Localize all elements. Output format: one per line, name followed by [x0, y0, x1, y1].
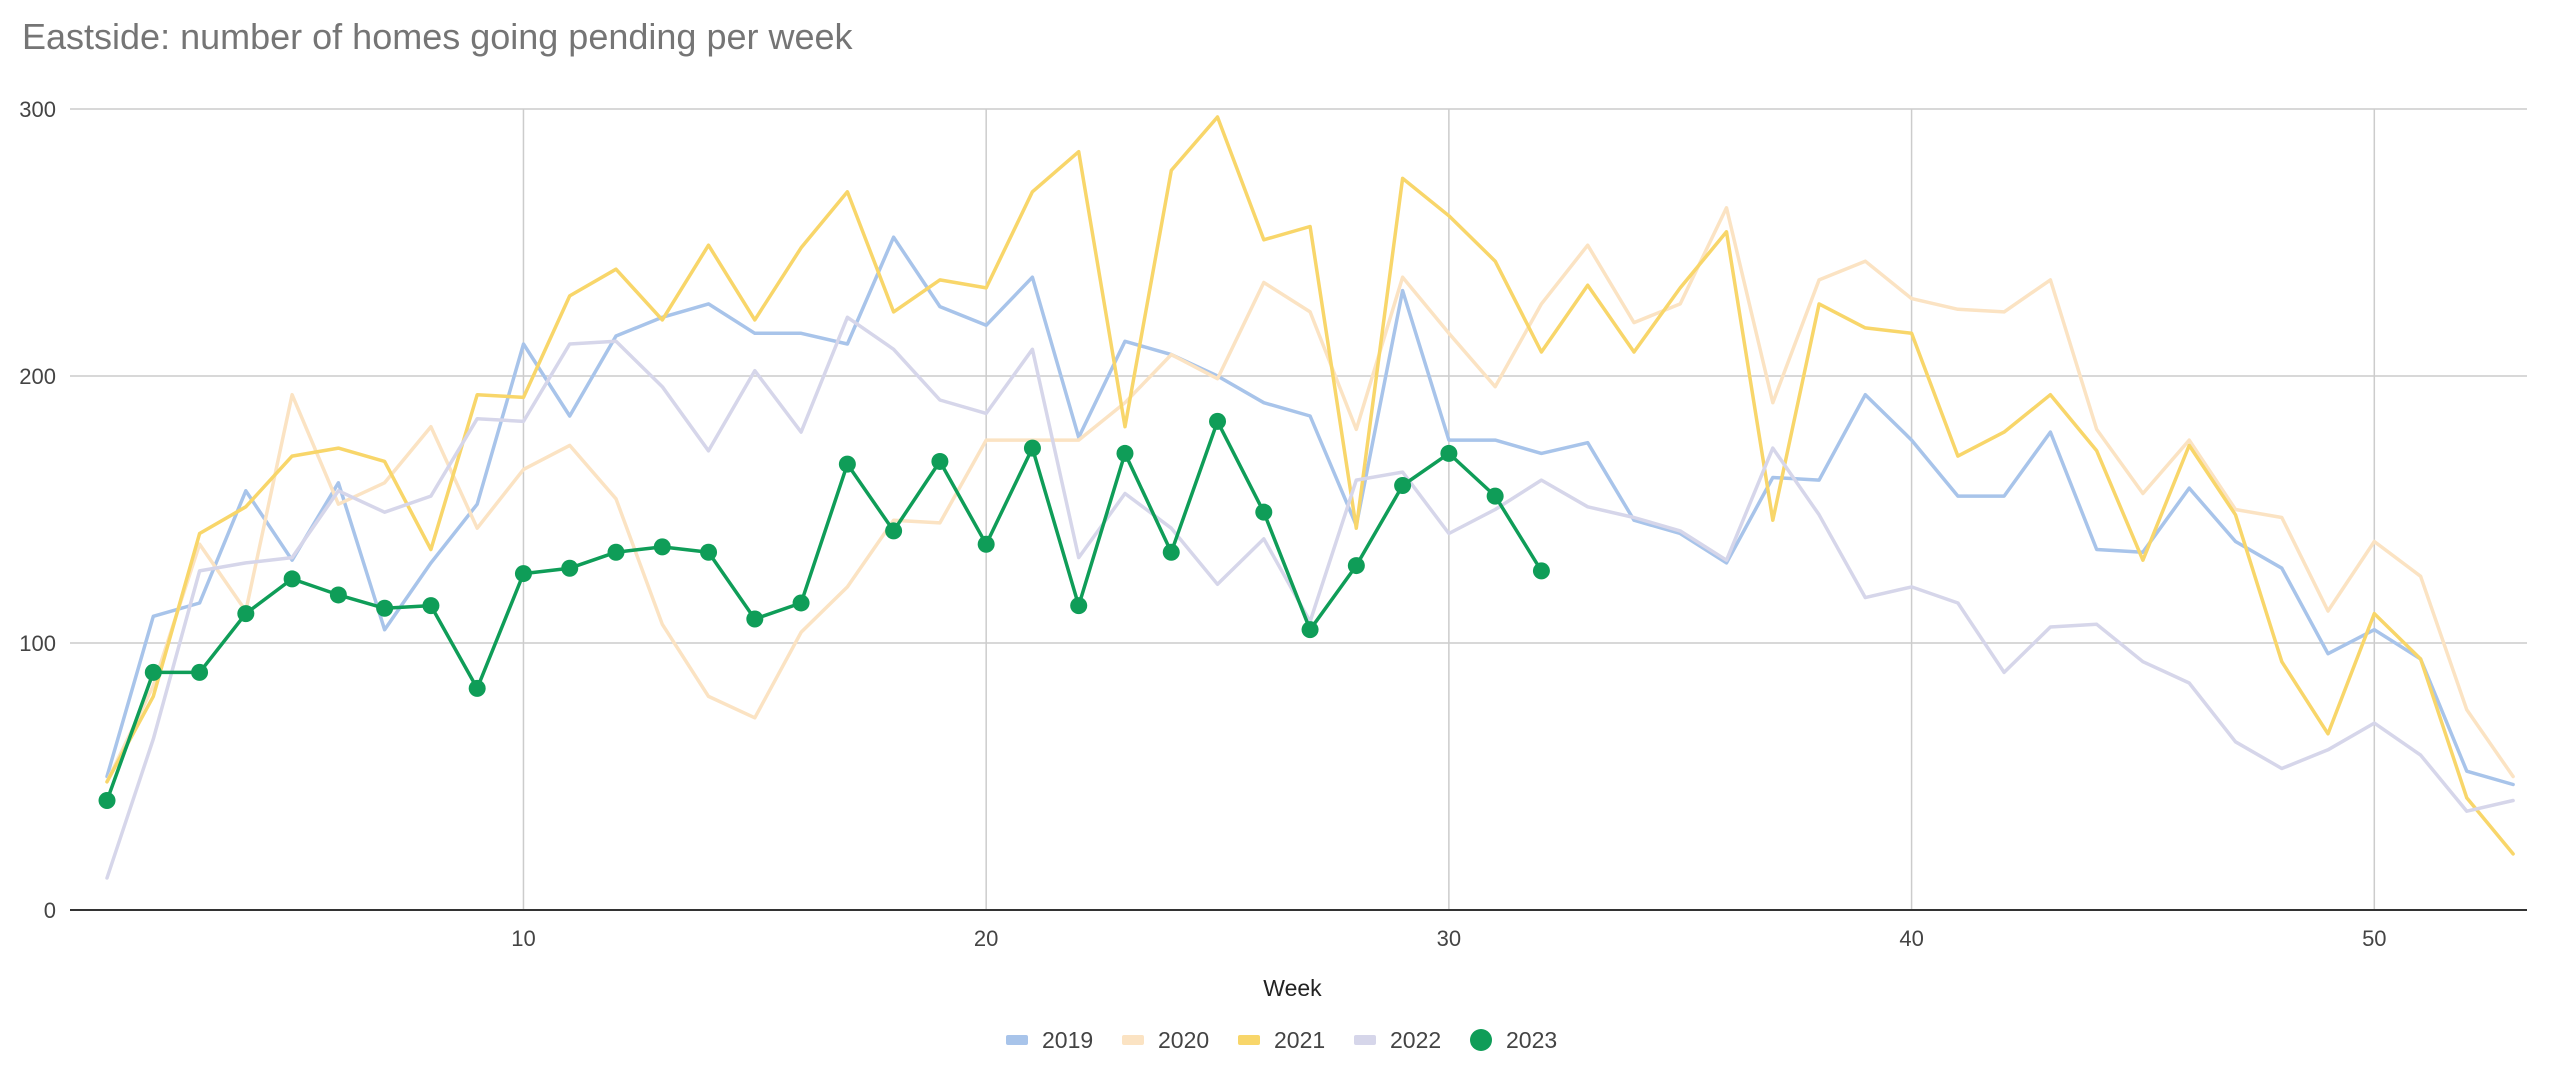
x-tick-label: 20 [974, 926, 998, 951]
legend-swatch [1238, 1035, 1260, 1045]
data-point-2023 [422, 597, 440, 615]
data-point-2023 [792, 594, 810, 612]
y-tick-label: 200 [19, 364, 56, 389]
data-point-2023 [144, 663, 162, 681]
data-point-2023 [514, 565, 532, 583]
legend: 2019 2020 2021 2022 2023 [1006, 1027, 1557, 1053]
series-2023 [98, 412, 1550, 810]
y-tick-label: 0 [44, 898, 56, 923]
legend-item-2022: 2022 [1354, 1027, 1441, 1053]
data-point-2023 [885, 522, 903, 540]
data-point-2023 [1023, 439, 1041, 457]
legend-item-2020: 2020 [1122, 1027, 1209, 1053]
data-point-2023 [653, 538, 671, 556]
data-point-2023 [1394, 476, 1412, 494]
data-point-2023 [977, 535, 995, 553]
data-point-2023 [1301, 621, 1319, 639]
series-line-2022 [105, 315, 2515, 880]
data-point-2023 [283, 570, 301, 588]
data-point-2023 [98, 792, 116, 810]
data-point-2023 [1209, 412, 1227, 430]
legend-swatch [1006, 1035, 1028, 1045]
y-tick-label: 300 [19, 97, 56, 122]
data-point-2023 [561, 559, 579, 577]
data-point-2023 [838, 455, 856, 473]
data-point-2023 [1486, 487, 1504, 505]
x-tick-label: 40 [1899, 926, 1923, 951]
legend-swatch [1122, 1035, 1144, 1045]
series-line-2021 [105, 115, 2515, 856]
x-tick-label: 10 [511, 926, 535, 951]
x-axis-title: Week [1263, 975, 1322, 1001]
data-point-2023 [237, 605, 255, 623]
legend-label: 2019 [1042, 1027, 1093, 1053]
x-tick-label: 50 [2362, 926, 2386, 951]
legend-label: 2023 [1506, 1027, 1557, 1053]
data-point-2023 [1255, 503, 1273, 521]
legend-label: 2021 [1274, 1027, 1325, 1053]
data-point-2023 [468, 679, 486, 697]
legend-swatch [1354, 1035, 1376, 1045]
series-line-2020 [105, 206, 2515, 784]
data-point-2023 [1162, 543, 1180, 561]
data-point-2023 [1116, 444, 1134, 462]
legend-item-2023: 2023 [1470, 1027, 1557, 1053]
data-point-2023 [607, 543, 625, 561]
data-point-2023 [1070, 597, 1088, 615]
y-tick-label: 100 [19, 631, 56, 656]
chart-title: Eastside: number of homes going pending … [22, 16, 853, 57]
data-point-2023 [1347, 557, 1365, 575]
data-point-2023 [700, 543, 718, 561]
data-point-2023 [1532, 562, 1550, 580]
series-layer [98, 115, 2515, 880]
data-point-2023 [746, 610, 764, 628]
legend-label: 2020 [1158, 1027, 1209, 1053]
x-tick-label: 30 [1437, 926, 1461, 951]
series-2020 [105, 206, 2515, 784]
data-point-2023 [376, 599, 394, 617]
data-point-2023 [329, 586, 347, 604]
series-2022 [105, 315, 2515, 880]
legend-item-2019: 2019 [1006, 1027, 1093, 1053]
series-2021 [105, 115, 2515, 856]
data-point-2023 [931, 452, 949, 470]
data-point-2023 [1440, 444, 1458, 462]
legend-swatch [1470, 1029, 1492, 1051]
data-point-2023 [191, 663, 209, 681]
legend-label: 2022 [1390, 1027, 1441, 1053]
axis-layer: 0 100 200 300 10 20 30 40 50 [19, 97, 2527, 951]
legend-item-2021: 2021 [1238, 1027, 1325, 1053]
